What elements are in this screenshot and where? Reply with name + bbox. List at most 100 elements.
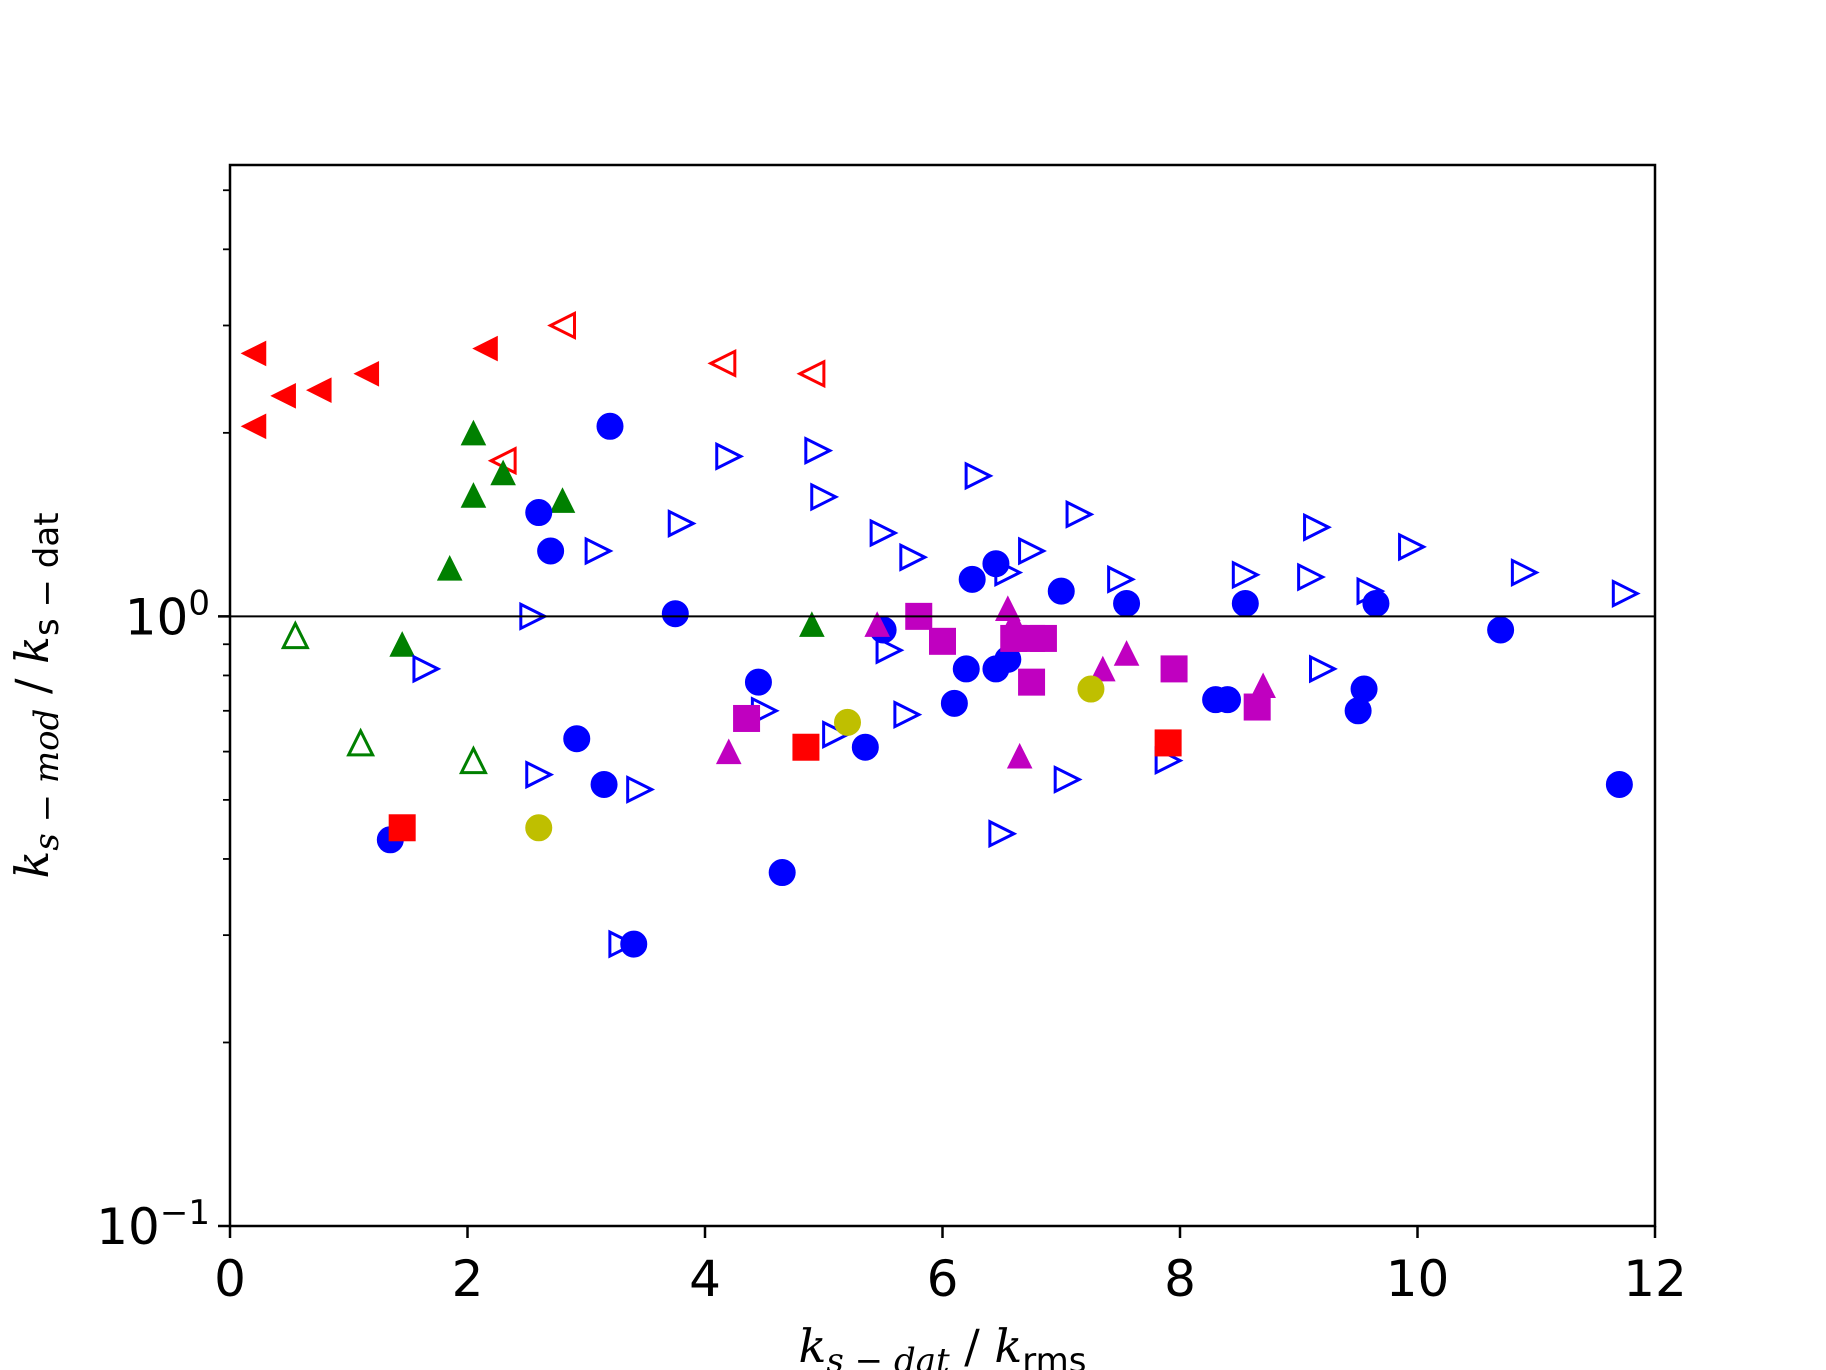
marker-triangle-right-open — [1510, 558, 1540, 587]
marker-circle-filled — [525, 814, 553, 842]
marker-circle-filled — [1350, 675, 1378, 703]
marker-triangle-right-open — [1303, 512, 1332, 542]
marker-triangle-right-open — [869, 518, 899, 548]
x-tick-label: 4 — [689, 1250, 721, 1308]
marker-triangle-up-filled — [389, 631, 415, 657]
data-points — [240, 311, 1641, 959]
marker-square-filled — [1018, 668, 1046, 696]
x-tick-label: 10 — [1386, 1250, 1450, 1308]
marker-triangle-right-open — [1611, 579, 1641, 608]
marker-circle-filled — [952, 655, 980, 683]
marker-circle-filled — [661, 600, 689, 628]
x-tick-label: 6 — [927, 1250, 959, 1308]
marker-triangle-right-open — [412, 654, 442, 684]
marker-triangle-right-open — [1297, 562, 1326, 592]
marker-triangle-right-open — [994, 558, 1024, 587]
x-axis-label: ks − dat / krms — [799, 1319, 1087, 1370]
marker-square-filled — [929, 627, 956, 655]
marker-triangle-left-filled — [240, 413, 267, 440]
marker-circle-filled — [563, 725, 591, 753]
marker-square-filled — [1154, 729, 1182, 757]
marker-triangle-up-filled — [1000, 608, 1027, 635]
marker-square-filled — [1243, 693, 1271, 721]
marker-triangle-up-open — [459, 745, 488, 775]
marker-triangle-up-filled — [460, 419, 487, 446]
marker-triangle-right-open — [584, 536, 614, 566]
marker-triangle-left-open — [547, 311, 576, 340]
marker-triangle-right-open — [525, 760, 555, 790]
marker-triangle-right-open — [1018, 536, 1047, 566]
marker-circle-filled — [1231, 589, 1259, 617]
marker-triangle-right-open — [608, 929, 638, 959]
marker-triangle-up-open — [280, 620, 310, 650]
marker-triangle-left-filled — [305, 377, 332, 403]
marker-triangle-left-filled — [240, 340, 267, 367]
marker-triangle-right-open — [1107, 564, 1136, 594]
marker-circle-filled — [1605, 770, 1633, 798]
marker-triangle-right-open — [899, 542, 929, 572]
marker-triangle-right-open — [667, 509, 697, 538]
marker-circle-filled — [768, 859, 796, 887]
marker-triangle-right-open — [875, 635, 905, 665]
marker-triangle-right-open — [1309, 654, 1338, 684]
marker-circle-filled — [525, 499, 553, 527]
marker-triangle-left-open — [707, 348, 737, 378]
marker-circle-filled — [1077, 675, 1105, 703]
marker-square-filled — [733, 704, 761, 732]
marker-triangle-up-filled — [1113, 640, 1140, 666]
marker-square-filled — [792, 733, 820, 761]
y-axis: 10−1 100 — [96, 189, 230, 1256]
marker-triangle-right-open — [988, 819, 1018, 849]
marker-triangle-right-open — [626, 775, 656, 804]
marker-triangle-right-open — [1398, 532, 1427, 562]
marker-triangle-right-open — [810, 482, 840, 512]
y-axis-label: ks − mod / ks − dat — [5, 512, 67, 878]
marker-circle-filled — [596, 412, 624, 440]
marker-circle-filled — [590, 770, 618, 798]
marker-triangle-right-open — [1231, 560, 1261, 590]
x-axis: 0 2 4 6 8 10 12 — [214, 1226, 1687, 1308]
marker-triangle-right-open — [1356, 576, 1386, 606]
marker-circle-filled — [958, 565, 986, 593]
marker-triangle-up-filled — [1006, 742, 1033, 769]
marker-triangle-up-filled — [715, 738, 742, 765]
marker-circle-filled — [1047, 577, 1075, 605]
marker-triangle-left-open — [796, 359, 826, 389]
marker-square-filled — [1029, 624, 1057, 652]
marker-square-filled — [1160, 655, 1188, 683]
marker-triangle-up-filled — [490, 459, 516, 486]
marker-circle-filled — [940, 689, 968, 717]
marker-triangle-up-open — [346, 727, 376, 757]
x-tick-label: 2 — [452, 1250, 484, 1308]
marker-triangle-right-open — [715, 441, 745, 471]
marker-triangle-up-filled — [864, 611, 890, 637]
marker-triangle-left-filled — [353, 360, 380, 387]
marker-triangle-right-open — [964, 461, 994, 491]
marker-triangle-right-open — [1065, 499, 1095, 529]
marker-triangle-up-filled — [1090, 655, 1116, 682]
marker-circle-filled — [1113, 589, 1141, 617]
x-tick-label: 12 — [1623, 1250, 1687, 1308]
marker-triangle-right-open — [804, 436, 834, 466]
marker-square-filled — [388, 814, 416, 842]
marker-circle-filled — [1214, 686, 1241, 714]
marker-triangle-up-filled — [460, 482, 487, 508]
marker-circle-filled — [851, 733, 879, 761]
marker-triangle-up-filled — [549, 487, 576, 513]
x-tick-label: 0 — [214, 1250, 246, 1308]
marker-circle-filled — [744, 668, 772, 696]
marker-triangle-up-filled — [799, 611, 825, 637]
marker-circle-filled — [1487, 616, 1515, 644]
marker-triangle-left-filled — [472, 335, 498, 362]
y-tick-label: 10−1 — [96, 1193, 210, 1256]
y-tick-label: 100 — [125, 583, 210, 646]
x-tick-label: 8 — [1164, 1250, 1196, 1308]
marker-circle-filled — [537, 537, 565, 565]
marker-triangle-right-open — [893, 700, 923, 730]
marker-triangle-up-filled — [436, 554, 463, 581]
marker-circle-filled — [834, 708, 861, 736]
marker-triangle-right-open — [1053, 765, 1083, 794]
marker-triangle-left-filled — [270, 383, 296, 409]
